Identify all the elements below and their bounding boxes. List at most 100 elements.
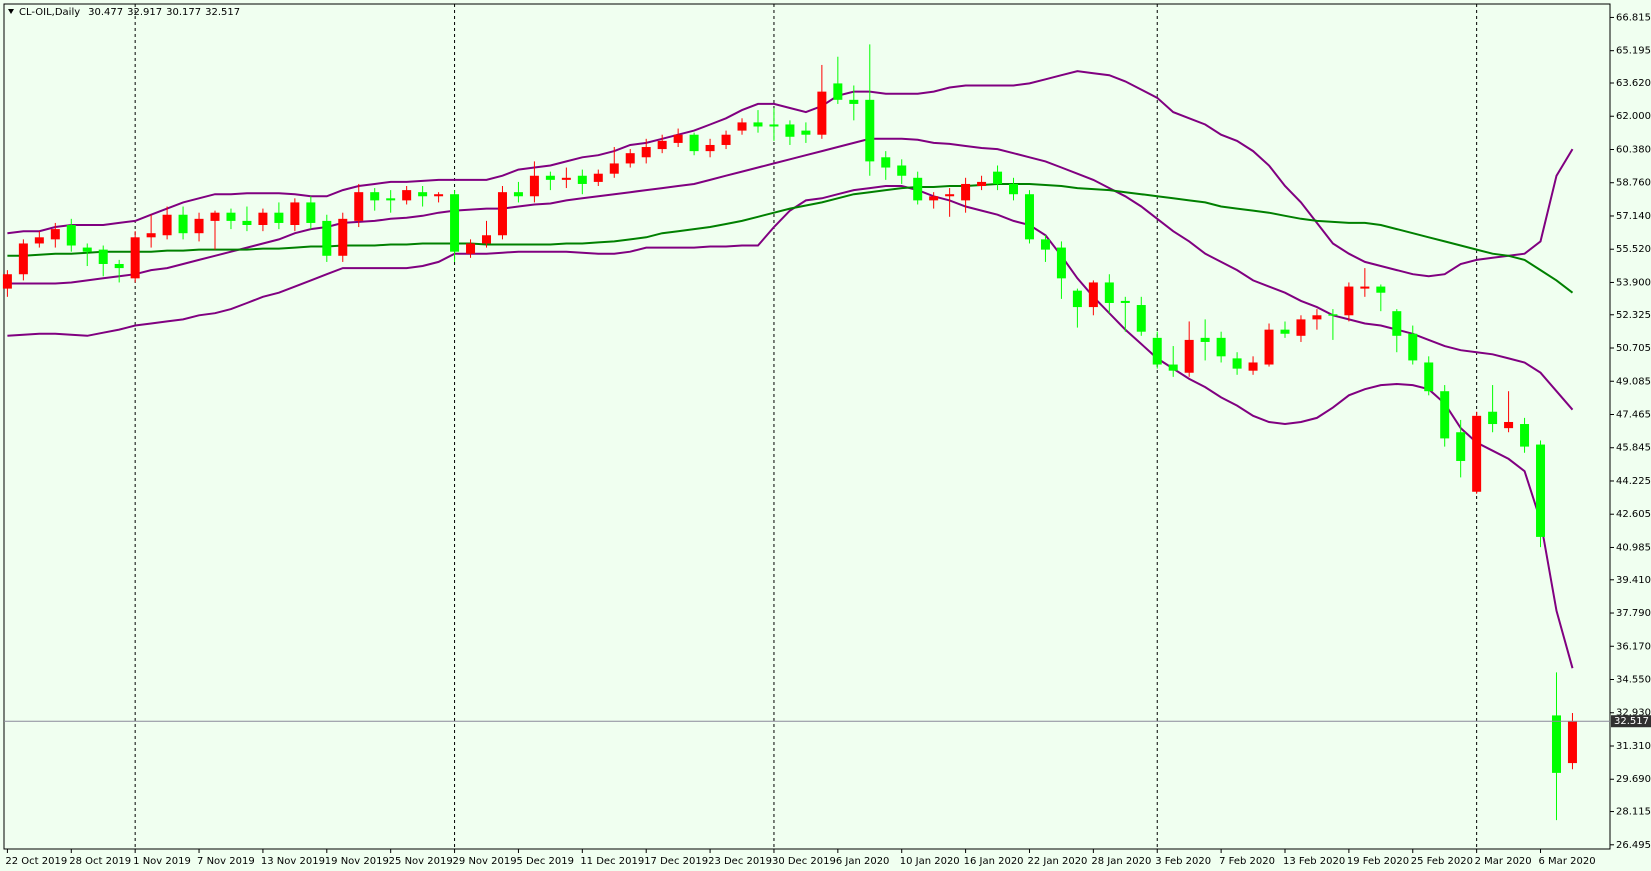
- x-tick-label: 25 Feb 2020: [1411, 856, 1473, 867]
- candle-body: [625, 153, 635, 164]
- y-tick-label: 40.985: [1616, 542, 1651, 553]
- candle-body: [1520, 424, 1530, 447]
- candle-body: [1232, 358, 1242, 369]
- candle-body: [833, 83, 843, 100]
- y-tick-label: 45.845: [1616, 443, 1651, 454]
- candle-body: [1312, 315, 1322, 320]
- candle-body: [977, 181, 987, 187]
- candle-body: [897, 165, 907, 176]
- candle-body: [1424, 362, 1434, 392]
- x-tick-label: 16 Jan 2020: [964, 856, 1024, 867]
- candle-body: [1440, 391, 1450, 439]
- candle-body: [98, 249, 108, 264]
- candle-body: [1264, 329, 1274, 365]
- candle-body: [354, 192, 364, 221]
- candle-body: [1567, 721, 1577, 764]
- header-close: 32.517: [205, 7, 240, 18]
- candle-body: [1200, 337, 1210, 342]
- candle-body: [497, 192, 507, 236]
- candle-body: [1456, 432, 1466, 461]
- candle-body: [418, 192, 428, 197]
- candle-body: [1040, 239, 1050, 250]
- x-tick-label: 11 Dec 2019: [580, 856, 644, 867]
- candle-body: [1056, 247, 1066, 279]
- y-tick-label: 47.465: [1616, 409, 1651, 420]
- candle-body: [114, 263, 124, 269]
- candle-body: [402, 190, 412, 201]
- candle-body: [593, 173, 603, 182]
- y-tick-label: 26.495: [1616, 840, 1651, 851]
- menu-triangle[interactable]: [8, 9, 14, 14]
- candle-body: [18, 243, 28, 275]
- candle-body: [641, 147, 651, 158]
- y-tick-label: 65.195: [1616, 46, 1651, 57]
- y-tick-label: 34.550: [1616, 675, 1651, 686]
- x-tick-label: 13 Feb 2020: [1283, 856, 1345, 867]
- y-tick-label: 32.930: [1616, 708, 1651, 719]
- candle-body: [769, 124, 779, 127]
- candle-body: [513, 192, 523, 197]
- candle-body: [338, 218, 348, 256]
- y-tick-label: 57.140: [1616, 211, 1651, 222]
- candle-body: [609, 163, 619, 174]
- indicator-line: [7, 183, 1574, 294]
- symbol: CL-OIL,Daily: [19, 7, 80, 18]
- x-tick-label: 6 Jan 2020: [836, 856, 890, 867]
- y-tick-label: 55.520: [1616, 244, 1651, 255]
- x-tick-label: 28 Jan 2020: [1091, 856, 1151, 867]
- candle-body: [673, 134, 683, 143]
- y-tick-label: 66.815: [1616, 12, 1651, 23]
- candle-body: [1536, 444, 1546, 537]
- candle-body: [1551, 715, 1561, 773]
- candle-body: [545, 175, 555, 180]
- x-tick-label: 2 Mar 2020: [1475, 856, 1532, 867]
- y-tick-label: 53.900: [1616, 277, 1651, 288]
- candle-body: [66, 224, 76, 246]
- indicator-line: [7, 70, 1574, 278]
- candle-body: [194, 218, 204, 234]
- candle-body: [1072, 290, 1082, 308]
- y-tick-label: 58.760: [1616, 178, 1651, 189]
- x-tick-label: 19 Feb 2020: [1347, 856, 1409, 867]
- bid-label: 32.517: [1614, 716, 1649, 727]
- candle-body: [1328, 314, 1338, 316]
- candle-body: [1216, 337, 1226, 357]
- candle-body: [993, 171, 1003, 184]
- candle-body: [34, 237, 44, 244]
- candle-body: [577, 175, 587, 184]
- candle-body: [561, 177, 571, 180]
- x-tick-label: 6 Mar 2020: [1539, 856, 1596, 867]
- x-tick-label: 22 Jan 2020: [1027, 856, 1087, 867]
- candle-body: [1248, 362, 1258, 371]
- candle-body: [2, 274, 12, 289]
- candle-body: [1360, 286, 1370, 289]
- candle-body: [178, 214, 188, 234]
- y-tick-label: 28.115: [1616, 807, 1651, 818]
- y-tick-label: 36.170: [1616, 641, 1651, 652]
- candle-body: [482, 235, 491, 244]
- candle-body: [1136, 305, 1146, 332]
- y-tick-label: 52.325: [1616, 310, 1651, 321]
- y-tick-label: 50.705: [1616, 343, 1651, 354]
- candle-body: [961, 183, 971, 201]
- candle-body: [865, 99, 875, 162]
- candle-body: [290, 202, 300, 225]
- candle-body: [1280, 329, 1290, 334]
- candle-body: [1152, 337, 1162, 365]
- chart-header: CL-OIL,Daily 30.477 32.917 30.177 32.517: [19, 7, 240, 18]
- plot-frame: [3, 3, 1611, 850]
- candle-body: [162, 214, 172, 236]
- candle-body: [1392, 311, 1402, 336]
- candle-body: [881, 157, 891, 168]
- x-tick-label: 13 Nov 2019: [261, 856, 325, 867]
- candle-body: [721, 134, 731, 145]
- candle-body: [1472, 415, 1482, 492]
- candle-body: [689, 134, 699, 152]
- candle-body: [1408, 333, 1418, 361]
- x-tick-label: 7 Feb 2020: [1219, 856, 1275, 867]
- x-tick-label: 10 Jan 2020: [900, 856, 960, 867]
- candle-body: [1104, 282, 1114, 303]
- candle-body: [1296, 319, 1306, 336]
